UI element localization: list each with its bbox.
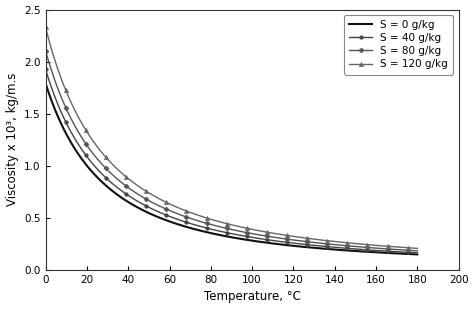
S = 0 g/kg bbox=[221, 234, 227, 238]
Line: S = 120 g/kg: S = 120 g/kg bbox=[44, 25, 419, 251]
S = 0 g/kg bbox=[43, 82, 48, 85]
S = 80 g/kg bbox=[244, 231, 250, 235]
S = 0 g/kg bbox=[406, 252, 411, 256]
S = 0 g/kg bbox=[264, 241, 270, 244]
S = 120 g/kg bbox=[347, 241, 353, 245]
S = 120 g/kg bbox=[264, 230, 270, 234]
Line: S = 80 g/kg: S = 80 g/kg bbox=[44, 49, 419, 252]
S = 0 g/kg bbox=[414, 252, 420, 256]
S = 40 g/kg bbox=[406, 251, 411, 254]
S = 80 g/kg bbox=[406, 248, 411, 252]
S = 40 g/kg bbox=[347, 247, 353, 250]
S = 120 g/kg bbox=[244, 226, 250, 230]
S = 40 g/kg bbox=[43, 68, 48, 71]
S = 0 g/kg bbox=[244, 238, 250, 242]
S = 80 g/kg bbox=[221, 226, 227, 230]
S = 120 g/kg bbox=[219, 221, 225, 224]
S = 120 g/kg bbox=[43, 26, 48, 29]
S = 0 g/kg bbox=[219, 234, 225, 237]
S = 40 g/kg bbox=[219, 230, 225, 234]
S = 80 g/kg bbox=[414, 249, 420, 253]
S = 40 g/kg bbox=[244, 235, 250, 238]
S = 80 g/kg bbox=[219, 226, 225, 229]
X-axis label: Temperature, °C: Temperature, °C bbox=[204, 290, 301, 303]
S = 80 g/kg bbox=[43, 49, 48, 53]
S = 40 g/kg bbox=[264, 238, 270, 242]
Line: S = 0 g/kg: S = 0 g/kg bbox=[46, 83, 417, 254]
S = 120 g/kg bbox=[406, 246, 411, 250]
S = 120 g/kg bbox=[414, 247, 420, 250]
S = 120 g/kg bbox=[221, 221, 227, 225]
S = 80 g/kg bbox=[347, 244, 353, 248]
S = 0 g/kg bbox=[347, 249, 353, 252]
Line: S = 40 g/kg: S = 40 g/kg bbox=[44, 68, 419, 255]
S = 80 g/kg bbox=[264, 234, 270, 238]
S = 40 g/kg bbox=[414, 251, 420, 255]
Legend: S = 0 g/kg, S = 40 g/kg, S = 80 g/kg, S = 120 g/kg: S = 0 g/kg, S = 40 g/kg, S = 80 g/kg, S … bbox=[344, 15, 454, 74]
S = 40 g/kg bbox=[221, 230, 227, 234]
Y-axis label: Viscosity x 10³, kg/m.s: Viscosity x 10³, kg/m.s bbox=[6, 73, 18, 206]
